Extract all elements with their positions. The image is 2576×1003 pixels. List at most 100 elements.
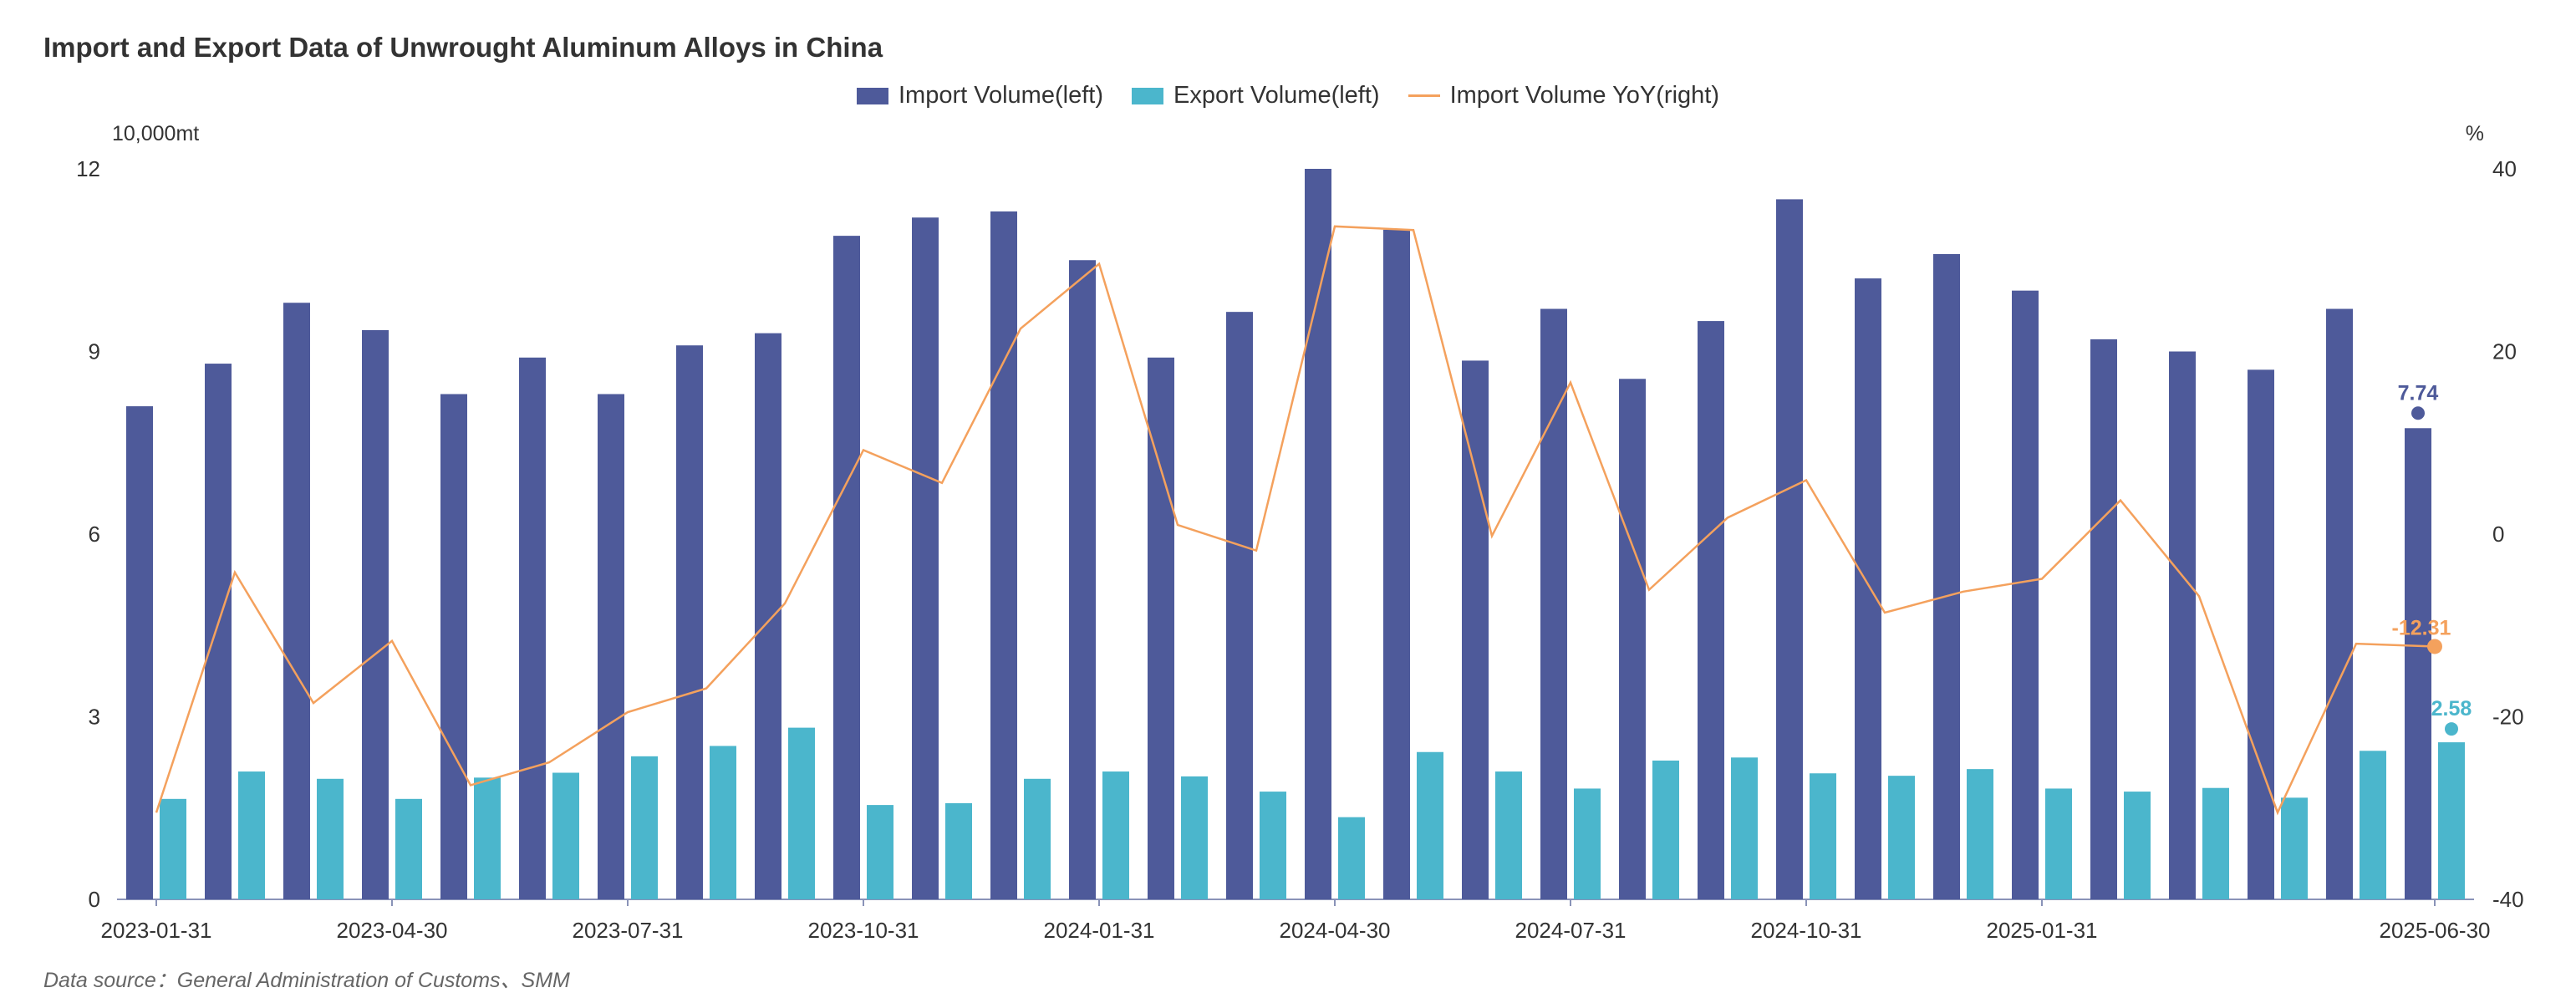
export-bar — [317, 778, 344, 899]
export-bar — [474, 777, 501, 899]
legend-item-export[interactable]: Export Volume(left) — [1131, 82, 1380, 109]
import-bar — [1383, 229, 1410, 899]
x-tick-label: 2024-07-31 — [1515, 918, 1627, 943]
left-axis-unit: 10,000mt — [112, 122, 199, 145]
x-tick-label: 2024-01-31 — [1044, 918, 1155, 943]
y-right-tick-label: 0 — [2492, 522, 2504, 547]
legend-swatch-import — [857, 87, 888, 104]
import-bar — [2090, 339, 2117, 899]
import-bar — [2012, 290, 2039, 900]
legend-swatch-export — [1131, 87, 1163, 104]
y-right-tick-label: -20 — [2492, 705, 2524, 730]
export-bar — [1102, 771, 1129, 899]
import-bar — [598, 394, 624, 899]
export-bar — [2045, 788, 2072, 899]
export-bar — [1181, 776, 1208, 899]
legend-label-import: Import Volume(left) — [899, 82, 1103, 109]
export-bar — [2124, 792, 2151, 899]
import-bar — [755, 333, 781, 899]
export-bar — [395, 798, 422, 899]
import-bar — [1148, 357, 1174, 899]
import-bar — [440, 394, 467, 899]
import-bar — [676, 345, 703, 899]
import-bar — [362, 330, 389, 900]
import-bar — [2248, 369, 2274, 900]
import-bar — [205, 364, 232, 900]
yoy-line — [155, 225, 2436, 816]
right-axis-unit: % — [2466, 122, 2484, 145]
chart-legend: Import Volume(left) Export Volume(left) … — [0, 82, 2576, 109]
y-left-tick-label: 9 — [89, 339, 100, 364]
export-bar — [160, 798, 186, 899]
y-left-tick-label: 0 — [89, 887, 100, 912]
export-bar — [238, 771, 265, 899]
data-source-note: Data source：General Administration of Cu… — [43, 969, 570, 992]
export-bar — [2281, 797, 2308, 899]
legend-label-export: Export Volume(left) — [1173, 82, 1380, 109]
export-bar — [1652, 760, 1679, 899]
legend-item-yoy[interactable]: Import Volume YoY(right) — [1408, 82, 1719, 109]
export-bar — [1731, 757, 1758, 899]
export-bar — [552, 772, 579, 899]
yoy-last-marker — [2427, 639, 2442, 654]
export-bar — [1338, 817, 1365, 899]
export-bar — [631, 756, 658, 899]
export-last-marker — [2445, 722, 2458, 736]
x-tick-label: 2023-10-31 — [808, 918, 919, 943]
import-bar — [1619, 379, 1646, 899]
import-bar — [1933, 253, 1960, 899]
export-bar — [945, 802, 972, 899]
chart-title: Import and Export Data of Unwrought Alum… — [43, 32, 883, 63]
import-last-label: 7.74 — [2398, 381, 2439, 405]
yoy-last-label: -12.31 — [2392, 616, 2451, 639]
import-bar — [1462, 360, 1489, 899]
export-bar — [867, 805, 893, 899]
x-tick-label: 2023-01-31 — [101, 918, 212, 943]
import-bar — [2169, 351, 2196, 899]
export-bar — [788, 727, 815, 899]
import-bar — [283, 303, 310, 899]
import-bar — [1540, 308, 1567, 899]
import-bar — [912, 217, 939, 899]
import-bar — [833, 236, 860, 899]
export-bar — [1967, 769, 1993, 899]
import-bar — [2405, 428, 2431, 899]
y-right-tick-label: -40 — [2492, 887, 2524, 912]
export-bar — [2438, 742, 2465, 899]
import-bar — [519, 357, 546, 899]
export-bar — [1024, 778, 1051, 899]
import-bar — [1776, 199, 1803, 899]
import-bar — [2326, 308, 2353, 899]
x-tick-label: 2023-07-31 — [573, 918, 684, 943]
export-bar — [2202, 787, 2229, 899]
x-tick-label: 2025-06-30 — [2380, 918, 2491, 943]
legend-swatch-yoy — [1408, 94, 1440, 97]
import-bar — [1226, 312, 1253, 899]
x-tick-label: 2023-04-30 — [337, 918, 448, 943]
legend-item-import[interactable]: Import Volume(left) — [857, 82, 1103, 109]
export-bar — [1417, 751, 1443, 899]
import-bar — [1698, 321, 1724, 899]
export-bar — [1888, 776, 1915, 899]
x-tick-label: 2025-01-31 — [1987, 918, 2098, 943]
import-bar — [1305, 169, 1331, 899]
import-bar — [1069, 260, 1096, 899]
x-tick-label: 2024-04-30 — [1280, 918, 1391, 943]
export-last-label: 2.58 — [2431, 697, 2472, 720]
import-bar — [990, 211, 1017, 899]
export-bar — [710, 746, 736, 899]
export-bar — [1810, 773, 1836, 899]
y-left-tick-label: 3 — [89, 705, 100, 730]
y-right-tick-label: 40 — [2492, 156, 2517, 181]
import-bar — [126, 406, 153, 899]
export-bar — [1260, 792, 1286, 899]
legend-label-yoy: Import Volume YoY(right) — [1449, 82, 1719, 109]
import-bar — [1855, 278, 1881, 900]
export-bar — [1495, 771, 1522, 899]
y-left-tick-label: 12 — [76, 156, 100, 181]
y-right-tick-label: 20 — [2492, 339, 2517, 364]
import-last-marker — [2411, 406, 2425, 420]
export-bar — [2360, 751, 2386, 899]
export-bar — [1574, 788, 1601, 899]
